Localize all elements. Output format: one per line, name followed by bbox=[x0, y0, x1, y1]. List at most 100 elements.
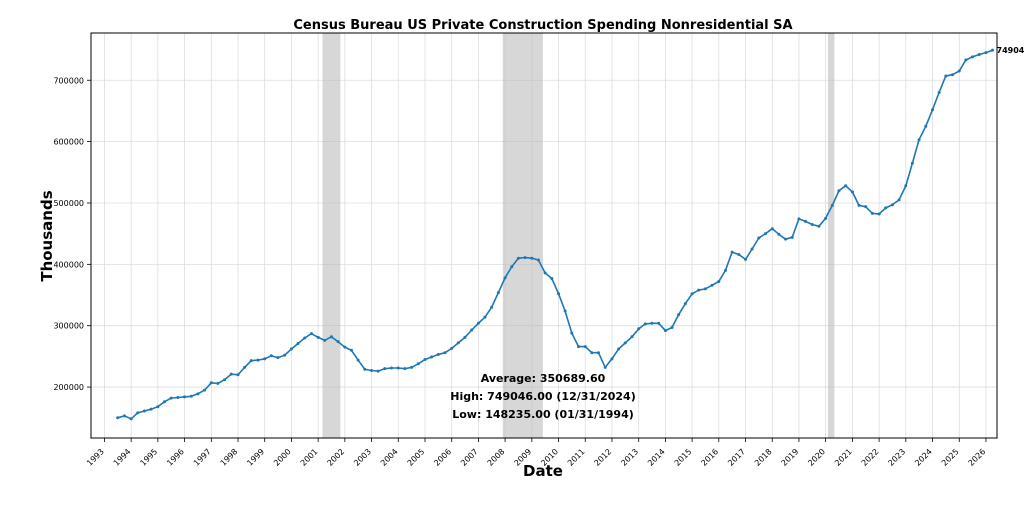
data-point bbox=[831, 204, 834, 207]
data-point bbox=[744, 258, 747, 261]
data-point bbox=[290, 348, 293, 351]
data-point bbox=[136, 411, 139, 414]
x-tick-label: 2017 bbox=[726, 447, 747, 468]
data-point bbox=[724, 269, 727, 272]
x-tick-label: 1993 bbox=[85, 447, 106, 468]
data-point bbox=[143, 410, 146, 413]
x-tick-label: 2007 bbox=[459, 447, 480, 468]
x-tick-label: 1995 bbox=[138, 447, 159, 468]
data-point bbox=[270, 354, 273, 357]
y-tick-label: 700000 bbox=[53, 76, 84, 85]
x-tick-label: 1997 bbox=[192, 447, 213, 468]
y-axis-ticks: 200000 300000 400000 500000 600000 700000 bbox=[53, 76, 91, 392]
data-point bbox=[604, 366, 607, 369]
x-tick-label: 2005 bbox=[406, 447, 427, 468]
x-tick-label: 2022 bbox=[860, 447, 881, 468]
data-point bbox=[477, 322, 480, 325]
data-point bbox=[944, 74, 947, 77]
data-point bbox=[844, 184, 847, 187]
data-point bbox=[971, 55, 974, 58]
data-point bbox=[470, 329, 473, 332]
data-point bbox=[343, 346, 346, 349]
data-point bbox=[196, 392, 199, 395]
data-point bbox=[243, 366, 246, 369]
x-tick-label: 2023 bbox=[886, 447, 907, 468]
data-point bbox=[170, 397, 173, 400]
x-tick-label: 2004 bbox=[379, 447, 400, 468]
data-point bbox=[811, 223, 814, 226]
data-point bbox=[350, 349, 353, 352]
y-tick-label: 600000 bbox=[53, 138, 84, 147]
data-point bbox=[424, 358, 427, 361]
data-point bbox=[624, 341, 627, 344]
data-point bbox=[597, 351, 600, 354]
data-point bbox=[764, 232, 767, 235]
data-point bbox=[443, 351, 446, 354]
x-tick-label: 2006 bbox=[432, 447, 453, 468]
data-point bbox=[684, 302, 687, 305]
data-point bbox=[991, 49, 994, 52]
data-point bbox=[377, 370, 380, 373]
data-point bbox=[564, 309, 567, 312]
data-point bbox=[590, 351, 593, 354]
data-point bbox=[911, 162, 914, 165]
data-point bbox=[176, 396, 179, 399]
data-point bbox=[670, 326, 673, 329]
data-point bbox=[584, 345, 587, 348]
data-point bbox=[851, 190, 854, 193]
data-point bbox=[510, 265, 513, 268]
series-layer bbox=[116, 49, 994, 421]
data-point bbox=[323, 339, 326, 342]
data-point bbox=[644, 322, 647, 325]
x-tick-label: 2011 bbox=[566, 447, 587, 468]
stat-high: High: 749046.00 (12/31/2024) bbox=[450, 390, 635, 403]
data-point bbox=[771, 227, 774, 230]
data-point bbox=[617, 348, 620, 351]
x-tick-label: 2008 bbox=[486, 447, 507, 468]
data-point bbox=[817, 225, 820, 228]
x-tick-label: 2001 bbox=[299, 447, 320, 468]
data-point bbox=[256, 359, 259, 362]
x-tick-label: 2002 bbox=[326, 447, 347, 468]
last-value-label: 749046 bbox=[997, 46, 1024, 55]
data-point bbox=[357, 359, 360, 362]
data-point bbox=[156, 405, 159, 408]
data-point bbox=[951, 73, 954, 76]
y-tick-label: 400000 bbox=[53, 260, 84, 269]
data-point bbox=[864, 205, 867, 208]
data-point bbox=[878, 213, 881, 216]
data-point bbox=[383, 367, 386, 370]
data-point bbox=[824, 217, 827, 220]
data-point bbox=[697, 289, 700, 292]
data-point bbox=[791, 236, 794, 239]
data-point bbox=[450, 347, 453, 350]
data-point bbox=[337, 340, 340, 343]
data-point bbox=[417, 362, 420, 365]
data-point bbox=[891, 203, 894, 206]
data-point bbox=[837, 189, 840, 192]
data-point bbox=[918, 138, 921, 141]
data-point bbox=[457, 341, 460, 344]
series-line bbox=[118, 50, 993, 419]
x-tick-label: 2019 bbox=[780, 447, 801, 468]
data-point bbox=[150, 408, 153, 411]
data-point bbox=[630, 335, 633, 338]
data-point bbox=[777, 233, 780, 236]
data-point bbox=[223, 378, 226, 381]
data-point bbox=[570, 332, 573, 335]
data-point bbox=[317, 336, 320, 339]
data-point bbox=[984, 51, 987, 54]
data-point bbox=[637, 327, 640, 330]
data-point bbox=[938, 91, 941, 94]
data-point bbox=[276, 356, 279, 359]
data-point bbox=[397, 367, 400, 370]
data-point bbox=[183, 395, 186, 398]
x-tick-label: 2018 bbox=[753, 447, 774, 468]
data-point bbox=[297, 342, 300, 345]
data-point bbox=[463, 336, 466, 339]
data-point bbox=[884, 206, 887, 209]
data-point bbox=[210, 381, 213, 384]
data-point bbox=[497, 291, 500, 294]
chart-title: Census Bureau US Private Construction Sp… bbox=[293, 18, 792, 33]
data-point bbox=[691, 292, 694, 295]
